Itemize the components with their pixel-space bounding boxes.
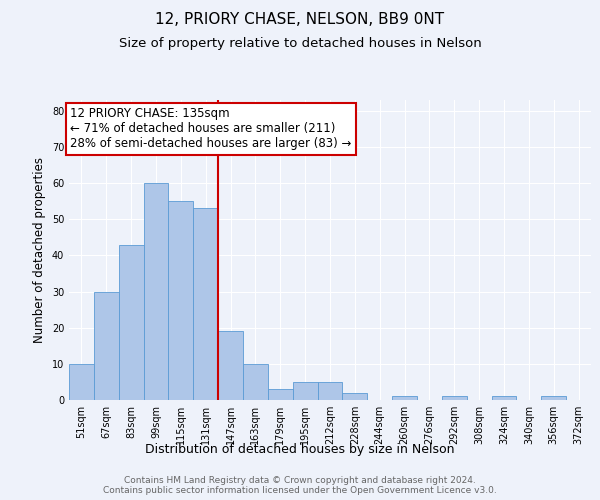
Bar [119,244,143,400]
Bar [491,396,517,400]
Text: Distribution of detached houses by size in Nelson: Distribution of detached houses by size … [145,442,455,456]
Text: 12, PRIORY CHASE, NELSON, BB9 0NT: 12, PRIORY CHASE, NELSON, BB9 0NT [155,12,445,28]
Bar [317,382,343,400]
Bar [343,393,367,400]
Bar [243,364,268,400]
Text: Contains HM Land Registry data © Crown copyright and database right 2024.
Contai: Contains HM Land Registry data © Crown c… [103,476,497,495]
Bar [268,389,293,400]
Bar [143,183,169,400]
Bar [193,208,218,400]
Text: Size of property relative to detached houses in Nelson: Size of property relative to detached ho… [119,38,481,51]
Bar [442,396,467,400]
Bar [69,364,94,400]
Bar [293,382,317,400]
Bar [392,396,417,400]
Bar [94,292,119,400]
Text: 12 PRIORY CHASE: 135sqm
← 71% of detached houses are smaller (211)
28% of semi-d: 12 PRIORY CHASE: 135sqm ← 71% of detache… [70,107,352,150]
Bar [541,396,566,400]
Bar [169,201,193,400]
Bar [218,332,243,400]
Y-axis label: Number of detached properties: Number of detached properties [33,157,46,343]
